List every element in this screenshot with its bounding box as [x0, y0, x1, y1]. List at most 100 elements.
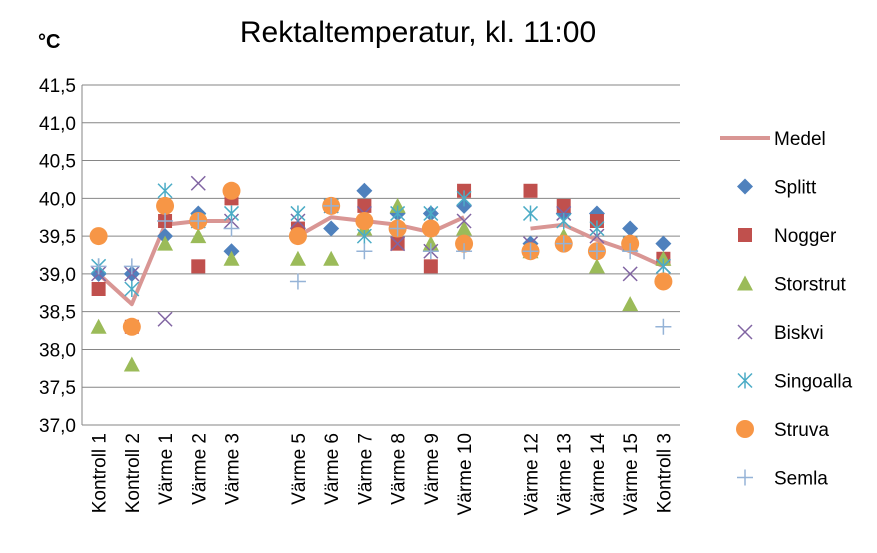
x-tick-label: Värme 2: [189, 433, 210, 505]
marker: [556, 213, 572, 229]
marker: [421, 219, 440, 238]
y-tick-label: 39,5: [39, 227, 76, 248]
marker: [355, 212, 374, 230]
marker: [290, 205, 306, 222]
x-tick-label: Värme 3: [223, 433, 244, 505]
marker: [90, 318, 107, 334]
marker: [357, 198, 372, 213]
legend-label: Splitt: [774, 178, 817, 199]
legend-swatch: [737, 324, 753, 340]
x-tick-label: Värme 7: [355, 433, 376, 505]
marker: [89, 227, 108, 246]
mean-line: [530, 222, 665, 269]
marker: [588, 258, 605, 274]
marker: [223, 205, 240, 222]
legend-label: Medel: [774, 129, 826, 150]
legend-swatch: [737, 275, 753, 291]
marker: [356, 182, 373, 199]
marker: [323, 220, 340, 237]
marker: [123, 356, 140, 372]
x-tick-label: Värme 5: [289, 433, 310, 505]
y-tick-label: 37,0: [39, 416, 76, 437]
x-tick-label: Värme 15: [621, 433, 642, 515]
marker: [555, 235, 572, 252]
marker: [223, 220, 240, 237]
legend-swatch: [737, 372, 753, 389]
marker: [589, 220, 605, 237]
legend-swatch: [737, 178, 753, 195]
legend-label: Struva: [774, 420, 829, 441]
chart-title: Rektaltemperatur, kl. 11:00: [240, 16, 596, 49]
marker: [223, 250, 240, 266]
marker: [122, 317, 141, 336]
marker: [123, 258, 140, 275]
y-tick-label: 41,5: [39, 76, 76, 97]
x-tick-label: Värme 9: [422, 433, 443, 505]
marker: [622, 296, 639, 312]
marker: [157, 311, 173, 327]
marker: [323, 250, 340, 266]
marker: [456, 190, 472, 207]
marker: [222, 181, 241, 200]
legend-swatch: [736, 420, 754, 438]
marker: [423, 205, 439, 222]
marker: [622, 266, 638, 282]
marker: [456, 213, 472, 229]
legend-label: Singoalla: [774, 372, 853, 393]
y-tick-label: 38,0: [39, 340, 76, 361]
marker: [522, 205, 539, 222]
marker: [622, 243, 639, 260]
x-tick-label: Kontroll 1: [90, 433, 111, 513]
legend-swatch: [738, 228, 752, 242]
legend-label: Semla: [774, 469, 828, 490]
x-tick-label: Värme 13: [555, 433, 576, 515]
marker: [390, 236, 406, 252]
marker: [423, 259, 438, 274]
marker: [655, 258, 671, 275]
marker: [389, 220, 406, 237]
legend-label: Storstrut: [774, 275, 847, 296]
marker: [190, 213, 207, 229]
marker: [522, 243, 539, 260]
marker: [157, 182, 173, 199]
x-tick-label: Kontroll 3: [654, 433, 675, 513]
x-tick-label: Värme 10: [455, 433, 476, 515]
y-tick-label: 40,5: [39, 152, 76, 173]
marker: [556, 198, 571, 213]
marker: [157, 213, 174, 229]
marker: [157, 235, 174, 251]
marker: [288, 227, 307, 246]
x-tick-label: Värme 12: [522, 433, 543, 515]
marker: [124, 281, 140, 297]
marker: [289, 250, 306, 266]
x-tick-label: Värme 14: [588, 433, 609, 516]
marker: [191, 259, 206, 274]
marker: [156, 196, 175, 215]
marker: [190, 228, 207, 244]
x-tick-label: Värme 8: [389, 433, 410, 505]
marker: [323, 197, 340, 214]
marker: [654, 272, 673, 291]
x-tick-label: Kontroll 2: [123, 433, 144, 513]
marker: [91, 282, 106, 296]
marker: [422, 243, 439, 260]
y-axis-label: °C: [38, 31, 60, 53]
marker: [588, 243, 605, 260]
marker: [90, 258, 107, 275]
marker: [456, 220, 473, 236]
y-tick-label: 40,0: [39, 189, 76, 210]
y-tick-label: 38,5: [39, 303, 76, 324]
marker: [655, 318, 672, 335]
marker: [456, 243, 473, 260]
legend-label: Nogger: [774, 226, 837, 247]
x-tick-label: Värme 1: [156, 433, 177, 505]
y-tick-label: 41,0: [39, 114, 76, 135]
y-tick-label: 37,5: [39, 378, 76, 399]
marker: [523, 183, 538, 198]
marker: [622, 220, 639, 237]
marker: [289, 273, 306, 290]
x-tick-label: Värme 6: [322, 433, 343, 505]
legend-label: Biskvi: [774, 323, 824, 344]
y-tick-label: 39,0: [39, 265, 76, 286]
